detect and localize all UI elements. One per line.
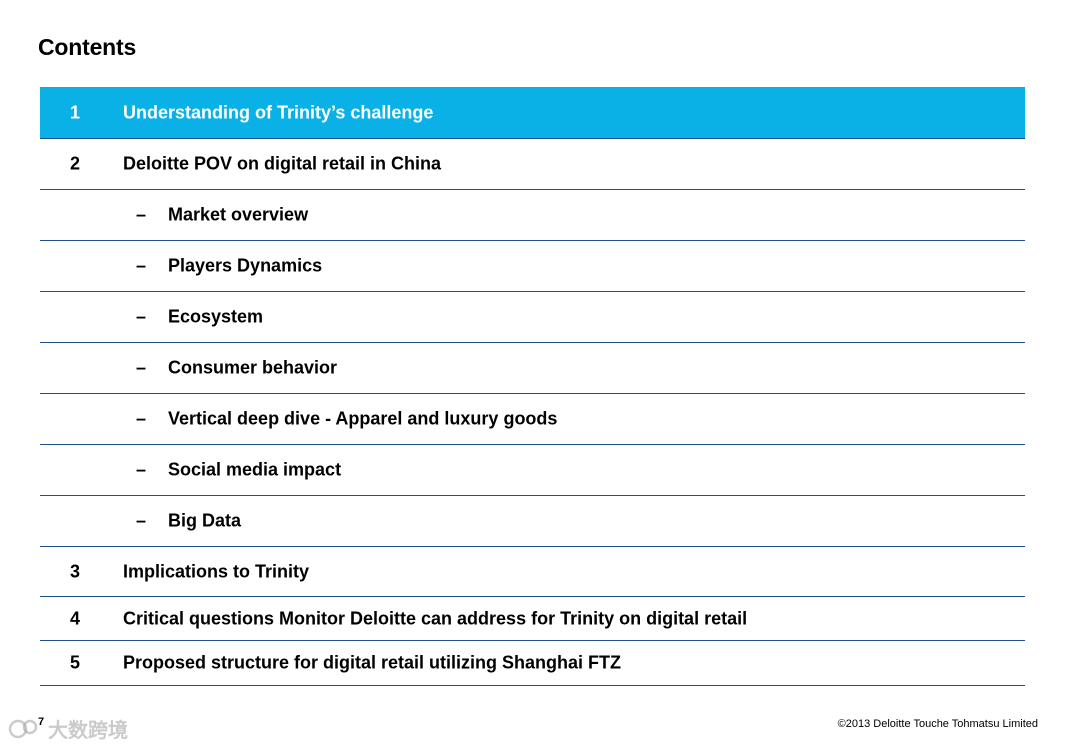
dash-bullet: – [136, 459, 147, 480]
toc-item-2[interactable]: 2 Deloitte POV on digital retail in Chin… [40, 139, 1025, 190]
toc-subitem-players-dynamics[interactable]: – Players Dynamics [40, 241, 1025, 292]
toc-subitem-big-data[interactable]: – Big Data [40, 496, 1025, 547]
logo-icon [8, 719, 38, 738]
toc-number: 2 [70, 153, 81, 174]
toc-label: Proposed structure for digital retail ut… [123, 652, 622, 673]
toc-subitem-social-media-impact[interactable]: – Social media impact [40, 445, 1025, 496]
toc-label: Ecosystem [168, 306, 264, 327]
page-number: 7 [38, 716, 45, 728]
dash-bullet: – [136, 408, 147, 429]
dash-bullet: – [136, 306, 147, 327]
dash-bullet: – [136, 255, 147, 276]
watermark-text: 大数跨境 [48, 720, 128, 742]
toc-subitem-consumer-behavior[interactable]: – Consumer behavior [40, 343, 1025, 394]
toc-label: Deloitte POV on digital retail in China [123, 153, 442, 174]
toc-item-1[interactable]: 1 Understanding of Trinity’s challenge [40, 87, 1025, 139]
toc-number: 1 [70, 102, 81, 122]
toc-label: Consumer behavior [168, 357, 338, 378]
contents-list: 1 Understanding of Trinity’s challenge 2… [40, 87, 1025, 686]
toc-label: Social media impact [168, 459, 342, 480]
page-title: Contents [38, 34, 137, 60]
copyright-text: ©2013 Deloitte Touche Tohmatsu Limited [837, 718, 1038, 730]
toc-label: Vertical deep dive - Apparel and luxury … [168, 408, 558, 429]
toc-subitem-ecosystem[interactable]: – Ecosystem [40, 292, 1025, 343]
toc-item-4[interactable]: 4 Critical questions Monitor Deloitte ca… [40, 597, 1025, 641]
toc-number: 4 [70, 608, 81, 628]
watermark: 大数跨境 [8, 714, 128, 743]
toc-label: Market overview [168, 204, 309, 225]
toc-subitem-vertical-deep-dive[interactable]: – Vertical deep dive - Apparel and luxur… [40, 394, 1025, 445]
toc-label: Players Dynamics [168, 255, 323, 276]
toc-number: 5 [70, 652, 81, 673]
toc-label: Big Data [168, 510, 242, 531]
toc-label: Understanding of Trinity’s challenge [123, 102, 434, 122]
toc-subitem-market-overview[interactable]: – Market overview [40, 190, 1025, 241]
toc-label: Critical questions Monitor Deloitte can … [123, 608, 748, 628]
dash-bullet: – [136, 510, 147, 531]
dash-bullet: – [136, 204, 147, 225]
toc-number: 3 [70, 561, 81, 581]
toc-label: Implications to Trinity [123, 561, 310, 581]
dash-bullet: – [136, 357, 147, 378]
toc-item-5[interactable]: 5 Proposed structure for digital retail … [40, 641, 1025, 686]
toc-item-3[interactable]: 3 Implications to Trinity [40, 547, 1025, 597]
